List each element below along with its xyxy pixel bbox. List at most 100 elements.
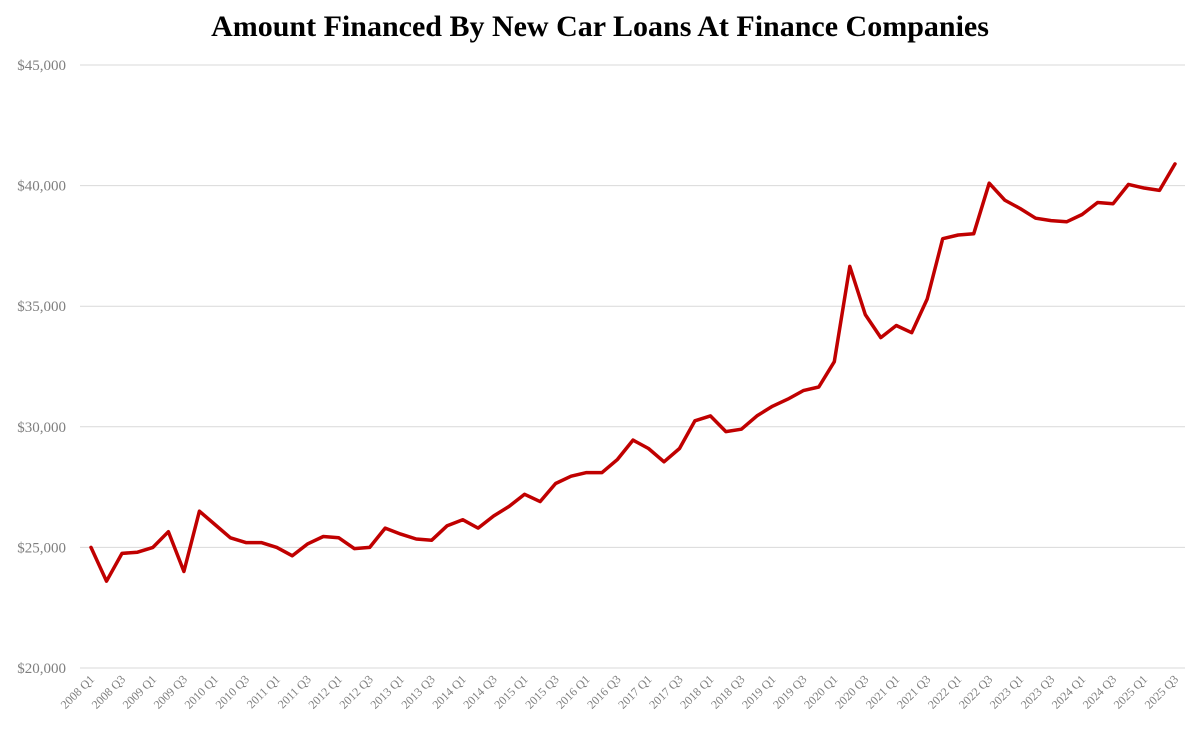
data-point: 2025 Q2: 39800 bbox=[1157, 187, 1163, 193]
x-tick-label: 2009 Q1 bbox=[120, 672, 159, 711]
gridlines bbox=[80, 64, 1185, 669]
data-point: 2010 Q3: 25200 bbox=[243, 540, 249, 546]
x-tick-label: 2009 Q3 bbox=[151, 672, 190, 711]
data-point: 2022 Q2: 38000 bbox=[971, 231, 977, 237]
y-tick-label: $30,000 bbox=[17, 420, 66, 436]
data-point: 2016 Q1: 28100 bbox=[584, 470, 590, 476]
data-point: 2010 Q1: 25950 bbox=[212, 522, 218, 528]
x-tick-label: 2025 Q3 bbox=[1142, 672, 1181, 711]
x-tick-label: 2010 Q1 bbox=[182, 672, 221, 711]
x-tick-label: 2024 Q3 bbox=[1080, 672, 1119, 711]
data-point: 2014 Q4: 26700 bbox=[506, 503, 512, 509]
x-tick-label: 2015 Q1 bbox=[491, 672, 530, 711]
data-point: 2012 Q2: 24950 bbox=[351, 546, 357, 552]
data-point: 2015 Q4: 27950 bbox=[568, 473, 574, 479]
data-point: 2019 Q3: 31500 bbox=[800, 388, 806, 394]
y-tick-label: $35,000 bbox=[17, 299, 66, 315]
data-point: 2015 Q3: 27650 bbox=[553, 481, 559, 487]
data-point: 2017 Q1: 29100 bbox=[646, 446, 652, 452]
data-point: 2021 Q1: 34200 bbox=[893, 323, 899, 329]
x-tick-label: 2013 Q1 bbox=[367, 672, 406, 711]
x-tick-label: 2021 Q3 bbox=[894, 672, 933, 711]
data-point: 2018 Q1: 30450 bbox=[707, 413, 713, 419]
x-tick-label: 2016 Q1 bbox=[553, 672, 592, 711]
y-axis-ticks: $20,000 $25,000 $30,000 $35,000 $40,000 $45,0… bbox=[17, 58, 66, 677]
data-point: 2013 Q3: 25300 bbox=[429, 537, 435, 543]
data-point: 2024 Q1: 38800 bbox=[1079, 212, 1085, 218]
y-tick-label: $45,000 bbox=[17, 58, 66, 74]
data-point: 2011 Q2: 24650 bbox=[289, 553, 295, 559]
x-tick-label: 2022 Q3 bbox=[956, 672, 995, 711]
x-tick-label: 2017 Q1 bbox=[615, 672, 654, 711]
data-point: 2024 Q2: 39300 bbox=[1095, 200, 1101, 206]
x-tick-label: 2008 Q3 bbox=[89, 672, 128, 711]
data-point: 2008 Q2: 23600 bbox=[104, 578, 110, 584]
data-point: 2023 Q3: 38550 bbox=[1048, 218, 1054, 224]
data-point: 2025 Q3: 40900 bbox=[1172, 161, 1178, 167]
data-point: 2014 Q2: 25800 bbox=[475, 525, 481, 531]
x-tick-label: 2019 Q3 bbox=[770, 672, 809, 711]
data-point: 2024 Q4: 40050 bbox=[1126, 181, 1132, 187]
data-point: 2022 Q3: 40100 bbox=[986, 180, 992, 186]
data-point: 2015 Q2: 26900 bbox=[537, 499, 543, 505]
data-point: 2021 Q3: 35300 bbox=[924, 296, 930, 302]
x-tick-label: 2023 Q3 bbox=[1018, 672, 1057, 711]
x-tick-label: 2024 Q1 bbox=[1049, 672, 1088, 711]
data-point: 2013 Q2: 25350 bbox=[413, 536, 419, 542]
data-point: 2013 Q4: 25900 bbox=[444, 523, 450, 529]
x-tick-label: 2011 Q1 bbox=[244, 672, 283, 711]
x-tick-label: 2013 Q3 bbox=[398, 672, 437, 711]
data-point: 2022 Q1: 37950 bbox=[955, 232, 961, 238]
data-point: 2011 Q1: 25000 bbox=[274, 544, 280, 550]
series-layer: 2008 Q1: 25000 2008 Q2: 23600 2008 Q3: 247… bbox=[89, 161, 1178, 584]
data-point: 2023 Q4: 38500 bbox=[1064, 219, 1070, 225]
x-tick-label: 2016 Q3 bbox=[584, 672, 623, 711]
data-point: 2009 Q3: 24000 bbox=[181, 569, 187, 575]
x-tick-label: 2014 Q3 bbox=[460, 672, 499, 711]
x-tick-label: 2019 Q1 bbox=[739, 672, 778, 711]
data-point: 2020 Q1: 32700 bbox=[831, 359, 837, 365]
x-tick-label: 2025 Q1 bbox=[1111, 672, 1150, 711]
data-point: 2008 Q4: 24800 bbox=[135, 549, 141, 555]
data-point: 2020 Q3: 34650 bbox=[862, 312, 868, 318]
data-point: 2009 Q2: 25650 bbox=[165, 529, 171, 535]
x-tick-label: 2018 Q1 bbox=[677, 672, 716, 711]
data-point: 2020 Q2: 36650 bbox=[847, 263, 853, 269]
data-point: 2012 Q4: 25800 bbox=[382, 525, 388, 531]
data-point: 2023 Q1: 39050 bbox=[1017, 206, 1023, 212]
x-tick-label: 2020 Q3 bbox=[832, 672, 871, 711]
data-point: 2015 Q1: 27200 bbox=[522, 491, 528, 497]
data-point: 2024 Q3: 39250 bbox=[1110, 201, 1116, 207]
data-point: 2017 Q3: 29100 bbox=[677, 446, 683, 452]
data-point: 2019 Q1: 30850 bbox=[769, 403, 775, 409]
x-tick-label: 2021 Q1 bbox=[863, 672, 902, 711]
x-tick-label: 2014 Q1 bbox=[429, 672, 468, 711]
data-point: 2012 Q3: 25000 bbox=[367, 544, 373, 550]
data-point: 2016 Q2: 28100 bbox=[599, 470, 605, 476]
data-point: 2017 Q2: 28550 bbox=[661, 459, 667, 465]
data-point: 2012 Q1: 25400 bbox=[336, 535, 342, 541]
data-point: 2018 Q3: 29900 bbox=[738, 426, 744, 432]
data-point: 2009 Q1: 25000 bbox=[150, 544, 156, 550]
data-point: 2021 Q2: 33900 bbox=[909, 330, 915, 336]
y-tick-label: $40,000 bbox=[17, 179, 66, 195]
data-point: 2009 Q4: 26500 bbox=[196, 508, 202, 514]
x-tick-label: 2010 Q3 bbox=[213, 672, 252, 711]
data-point: 2011 Q3: 25150 bbox=[305, 541, 311, 547]
data-point: 2022 Q4: 39400 bbox=[1002, 197, 1008, 203]
data-point: 2021 Q4: 37800 bbox=[940, 236, 946, 242]
data-point: 2010 Q2: 25400 bbox=[227, 535, 233, 541]
data-point: 2010 Q4: 25200 bbox=[258, 540, 264, 546]
data-point: 2018 Q4: 30450 bbox=[754, 413, 760, 419]
chart-title: Amount Financed By New Car Loans At Fina… bbox=[211, 10, 989, 43]
x-tick-label: 2012 Q3 bbox=[336, 672, 375, 711]
data-point: 2019 Q2: 31150 bbox=[785, 396, 791, 402]
data-point: 2020 Q4: 33700 bbox=[878, 335, 884, 341]
y-tick-label: $20,000 bbox=[17, 661, 66, 677]
data-point: 2014 Q3: 26300 bbox=[491, 513, 497, 519]
data-point: 2014 Q1: 26150 bbox=[460, 517, 466, 523]
x-tick-label: 2023 Q1 bbox=[987, 672, 1026, 711]
data-point: 2013 Q1: 25550 bbox=[398, 531, 404, 537]
data-point: 2023 Q2: 38650 bbox=[1033, 215, 1039, 221]
